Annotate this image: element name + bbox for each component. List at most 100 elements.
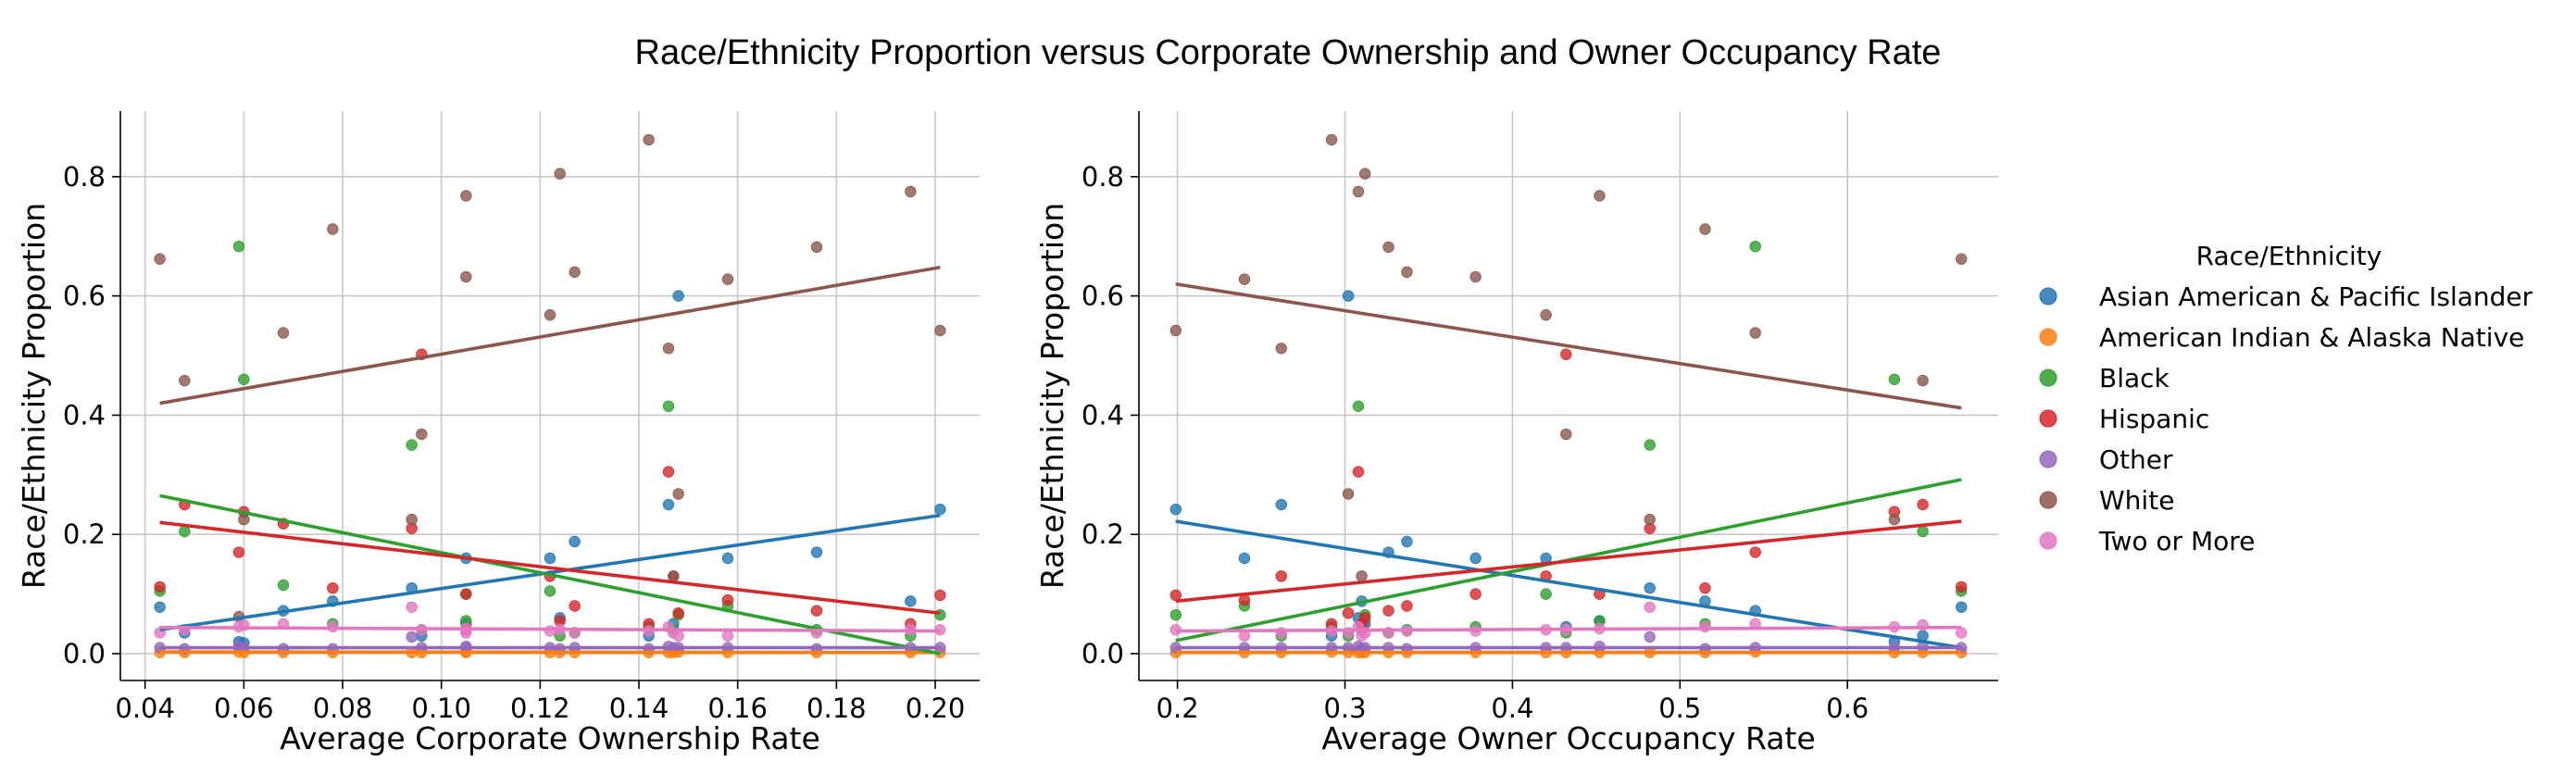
data-point	[1469, 270, 1482, 283]
data-point	[1401, 600, 1413, 612]
data-point	[1342, 290, 1355, 302]
data-point	[934, 589, 946, 602]
trend-line	[159, 265, 941, 406]
data-point	[721, 593, 734, 606]
legend-marker	[2039, 328, 2057, 346]
data-point	[544, 552, 556, 565]
legend-title: Race/Ethnicity	[2196, 241, 2382, 271]
data-point	[544, 309, 556, 321]
data-point	[1644, 601, 1656, 613]
trend-line	[159, 520, 941, 616]
data-point	[1352, 400, 1365, 412]
x-axis-label: Average Corporate Ownership Rate	[280, 720, 820, 756]
data-point	[554, 168, 566, 180]
data-point	[238, 513, 250, 526]
data-point	[1352, 466, 1365, 478]
data-point	[905, 595, 917, 607]
y-tick-label: 0.6	[63, 281, 106, 312]
x-tick-label: 0.5	[1658, 693, 1701, 724]
data-point	[1699, 581, 1711, 594]
y-tick-label: 0.8	[63, 161, 106, 193]
y-tick-label: 0.0	[1082, 638, 1124, 669]
x-tick-label: 0.2	[1157, 693, 1199, 724]
data-point	[1917, 498, 1929, 511]
data-point	[1238, 273, 1251, 285]
data-point	[721, 630, 734, 642]
data-point	[1275, 570, 1287, 582]
data-point	[1644, 581, 1656, 594]
scatter-panel-corporate-ownership: 0.04 0.06 0.08 0.10 0.12 0.14 0.16 0.18 0.20 0.0 0…	[16, 111, 980, 756]
data-point	[1749, 327, 1761, 339]
data-point	[1275, 343, 1287, 355]
legend-marker	[2039, 531, 2057, 550]
trend-line	[159, 650, 941, 655]
data-point	[1469, 552, 1482, 565]
data-point	[672, 488, 684, 500]
data-point	[672, 290, 684, 302]
data-point	[1356, 570, 1368, 582]
data-point	[934, 503, 946, 516]
data-point	[1169, 608, 1182, 621]
data-point	[1169, 324, 1182, 337]
data-point	[672, 630, 684, 642]
trend-line	[159, 625, 941, 633]
x-tick-label: 0.10	[411, 693, 471, 724]
x-tick-label: 0.04	[115, 693, 175, 724]
x-tick-label: 0.20	[906, 693, 966, 724]
data-point	[810, 241, 823, 254]
x-tick-label: 0.3	[1323, 693, 1366, 724]
legend-label: Black	[2099, 363, 2170, 393]
data-point	[406, 439, 418, 451]
data-point	[1917, 374, 1929, 387]
trend-line	[159, 493, 941, 655]
data-point	[672, 607, 684, 619]
x-axis-label: Average Owner Occupancy Rate	[1321, 720, 1815, 756]
data-point	[1401, 266, 1413, 279]
data-point	[1540, 309, 1552, 321]
data-point	[662, 498, 675, 511]
data-point	[460, 190, 472, 202]
data-point	[154, 253, 166, 265]
y-tick-label: 0.6	[1082, 281, 1124, 312]
data-point	[1917, 525, 1929, 538]
data-point	[1342, 488, 1355, 500]
data-point	[1749, 546, 1761, 558]
data-point	[810, 605, 823, 617]
legend-marker	[2039, 409, 2057, 428]
data-point	[1644, 439, 1656, 451]
data-point	[1749, 240, 1761, 253]
data-point	[810, 546, 823, 558]
data-point	[406, 513, 418, 526]
legend-marker	[2039, 287, 2057, 306]
data-point	[668, 570, 680, 582]
figure-title: Race/Ethnicity Proportion versus Corpora…	[634, 33, 1942, 72]
y-tick-label: 0.2	[1082, 518, 1124, 550]
data-point	[1888, 513, 1901, 526]
data-point	[1956, 627, 1968, 639]
data-point	[1560, 428, 1572, 441]
data-point	[721, 552, 734, 565]
trend-line	[1175, 625, 1962, 633]
data-point	[1956, 580, 1968, 593]
legend-label: Two or More	[2098, 526, 2255, 556]
legend-label: Hispanic	[2099, 404, 2209, 434]
data-point	[662, 466, 675, 478]
x-tick-label: 0.08	[313, 693, 373, 724]
data-point	[1699, 223, 1711, 235]
data-point	[662, 400, 675, 412]
y-axis-label: Race/Ethnicity Proportion	[16, 203, 52, 589]
data-point	[1540, 588, 1552, 600]
x-tick-label: 0.06	[214, 693, 274, 724]
data-point	[1594, 190, 1606, 202]
data-point	[1956, 253, 1968, 265]
trend-line	[1175, 281, 1962, 410]
data-point	[238, 373, 250, 385]
x-tick-label: 0.16	[707, 693, 768, 724]
data-point	[1644, 513, 1656, 526]
data-point	[460, 270, 472, 283]
legend: Race/Ethnicity Asian American & Pacific …	[2039, 241, 2533, 556]
y-tick-label: 0.0	[63, 638, 106, 669]
y-tick-label: 0.8	[1082, 161, 1124, 193]
